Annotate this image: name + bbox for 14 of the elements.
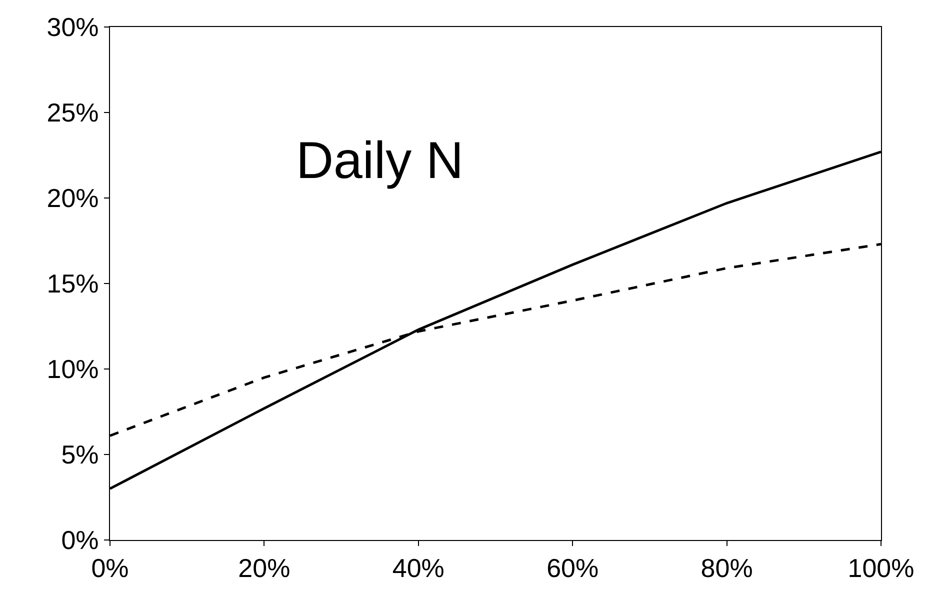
y-tick-label: 30% xyxy=(46,12,99,42)
x-tick-label: 40% xyxy=(392,553,444,584)
y-tick-label: 5% xyxy=(61,440,99,470)
annotation: Daily N xyxy=(296,132,464,190)
x-tick-label: 100% xyxy=(848,553,914,584)
x-tick-label: 20% xyxy=(238,553,290,584)
y-tick-label: 0% xyxy=(61,525,99,556)
x-tick-label: 80% xyxy=(700,553,753,584)
x-tick-label: 60% xyxy=(546,553,599,584)
y-tick-label: 15% xyxy=(46,268,99,299)
y-tick-label: 10% xyxy=(46,354,99,384)
y-tick-label: 20% xyxy=(46,183,99,214)
x-tick-label: 0% xyxy=(91,553,129,584)
y-tick-label: 25% xyxy=(46,98,99,128)
